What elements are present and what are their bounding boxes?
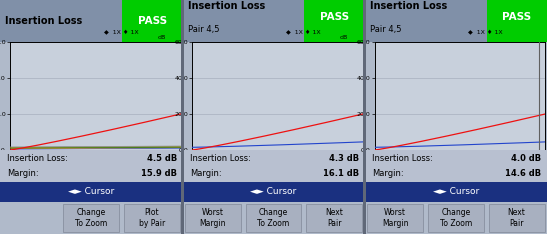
Text: Change
To Zoom: Change To Zoom	[75, 208, 107, 228]
Text: ◄► Cursor: ◄► Cursor	[251, 187, 296, 197]
Text: ◄► Cursor: ◄► Cursor	[68, 187, 114, 197]
Text: Next
Pair: Next Pair	[508, 208, 526, 228]
Bar	[487, 0, 547, 42]
Bar	[428, 204, 484, 232]
Y-axis label: dB: dB	[340, 35, 348, 40]
Bar	[306, 204, 362, 232]
Text: Worst
Margin: Worst Margin	[200, 208, 226, 228]
Text: PASS: PASS	[138, 16, 167, 26]
Text: Worst
Margin: Worst Margin	[382, 208, 408, 228]
Text: 4.0 dB: 4.0 dB	[511, 154, 542, 164]
Text: Change
To Zoom: Change To Zoom	[258, 208, 289, 228]
Text: Margin:: Margin:	[190, 169, 221, 179]
Text: 100.0 MHz: 100.0 MHz	[131, 169, 168, 174]
Bar	[305, 0, 365, 42]
Y-axis label: dB: dB	[158, 35, 166, 40]
Text: Change
To Zoom: Change To Zoom	[440, 208, 472, 228]
Bar	[122, 0, 182, 42]
Text: ◄► Cursor: ◄► Cursor	[433, 187, 479, 197]
Text: PASS: PASS	[502, 12, 532, 22]
Text: Insertion Loss: Insertion Loss	[370, 1, 447, 11]
Text: Next
Pair: Next Pair	[325, 208, 343, 228]
Text: Pair 4,5: Pair 4,5	[188, 25, 219, 34]
Text: Plot
by Pair: Plot by Pair	[139, 208, 165, 228]
Bar	[124, 204, 180, 232]
Text: Pair 4,5: Pair 4,5	[370, 25, 401, 34]
Text: ◆  1X ♦ 1X: ◆ 1X ♦ 1X	[104, 30, 138, 36]
Text: 14.6 dB: 14.6 dB	[505, 169, 542, 179]
Text: Insertion Loss:: Insertion Loss:	[190, 154, 251, 164]
Text: MHz: MHz	[366, 157, 380, 161]
Bar	[185, 204, 241, 232]
Text: ◆  1X ♦ 1X: ◆ 1X ♦ 1X	[286, 30, 321, 36]
Text: Insertion Loss: Insertion Loss	[188, 1, 265, 11]
Text: MHz: MHz	[184, 157, 197, 161]
Bar	[367, 204, 423, 232]
Text: 4.3 dB: 4.3 dB	[329, 154, 359, 164]
Text: Margin:: Margin:	[372, 169, 404, 179]
Bar	[63, 204, 119, 232]
Text: PASS: PASS	[320, 12, 349, 22]
Text: 100.0 MHz: 100.0 MHz	[314, 169, 351, 174]
Text: ◆  1X ♦ 1X: ◆ 1X ♦ 1X	[468, 30, 503, 36]
Text: Margin:: Margin:	[7, 169, 39, 179]
Text: 16.1 dB: 16.1 dB	[323, 169, 359, 179]
Bar	[246, 204, 301, 232]
Text: Insertion Loss: Insertion Loss	[5, 16, 83, 26]
Text: 84.8 MHz: 84.8 MHz	[498, 169, 531, 174]
Text: Insertion Loss:: Insertion Loss:	[7, 154, 68, 164]
Bar	[488, 204, 545, 232]
Text: 4.5 dB: 4.5 dB	[147, 154, 177, 164]
Text: Insertion Loss:: Insertion Loss:	[372, 154, 433, 164]
Text: 15.9 dB: 15.9 dB	[141, 169, 177, 179]
